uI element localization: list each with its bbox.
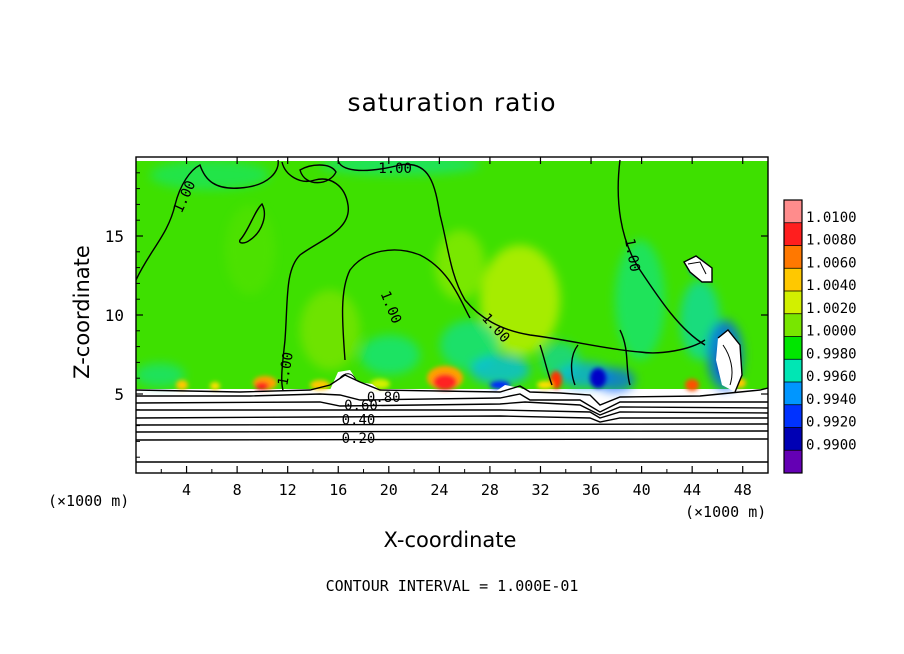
x-tick-label: 32 xyxy=(531,481,549,499)
heatmap-field xyxy=(136,157,768,473)
x-tick-label: 12 xyxy=(279,481,297,499)
svg-text:0.20: 0.20 xyxy=(342,431,376,447)
x-unit-label: (×1000 m) xyxy=(685,503,767,521)
x-tick-label: 48 xyxy=(734,481,752,499)
y-tick-label: 15 xyxy=(105,227,124,246)
colorbar-swatch xyxy=(784,359,802,383)
x-tick-label: 44 xyxy=(683,481,701,499)
colorbar-label: 0.9980 xyxy=(806,346,857,362)
colorbar-swatch xyxy=(784,336,802,360)
z-unit-label: (×1000 m) xyxy=(48,492,130,510)
x-tick-label: 20 xyxy=(380,481,398,499)
colorbar-label: 1.0040 xyxy=(806,278,857,294)
colorbar-label: 1.0060 xyxy=(806,255,857,271)
colorbar-swatch xyxy=(784,245,802,269)
contour-label: 1.00 xyxy=(621,237,643,273)
y-axis-label: Z-coordinate xyxy=(70,245,94,379)
colorbar-swatch xyxy=(784,450,802,474)
y-tick-label: 10 xyxy=(105,306,124,325)
contour-label: 1.00 xyxy=(378,161,412,177)
contour-labels: 1.001.001.001.001.001.000.800.600.400.20 xyxy=(171,161,643,447)
svg-text:0.60: 0.60 xyxy=(344,398,378,414)
x-tick-label: 4 xyxy=(182,481,191,499)
colorbar-swatch xyxy=(784,313,802,337)
svg-text:1.00: 1.00 xyxy=(621,237,643,273)
svg-text:1.00: 1.00 xyxy=(378,161,412,177)
x-tick-label: 24 xyxy=(430,481,448,499)
colorbar-label: 1.0080 xyxy=(806,233,857,249)
contour-label: 1.00 xyxy=(275,351,297,387)
contour-interval-note: CONTOUR INTERVAL = 1.000E-01 xyxy=(325,577,579,595)
svg-text:1.00: 1.00 xyxy=(275,351,297,387)
colorbar-swatch xyxy=(784,404,802,428)
x-tick-label: 36 xyxy=(582,481,600,499)
x-tick-label: 16 xyxy=(329,481,347,499)
contour-label: 0.20 xyxy=(342,431,376,447)
colorbar-swatch xyxy=(784,291,802,315)
svg-text:0.80: 0.80 xyxy=(367,390,401,406)
colorbar-swatch xyxy=(784,427,802,451)
colorbar-swatch xyxy=(784,382,802,406)
contour-label: 0.60 xyxy=(344,398,378,414)
colorbar-label: 0.9920 xyxy=(806,415,857,431)
colorbar-label: 0.9940 xyxy=(806,392,857,408)
x-axis-label: X-coordinate xyxy=(383,528,517,552)
colorbar-label: 1.0000 xyxy=(806,324,857,340)
colorbar-swatch xyxy=(784,268,802,292)
colorbar-label: 1.0100 xyxy=(806,210,857,226)
svg-text:0.40: 0.40 xyxy=(342,412,376,428)
x-tick-label: 40 xyxy=(633,481,651,499)
colorbar-label: 0.9900 xyxy=(806,437,857,453)
x-tick-label: 8 xyxy=(233,481,242,499)
colorbar-label: 1.0020 xyxy=(806,301,857,317)
colorbar-swatch xyxy=(784,222,802,246)
y-tick-label: 5 xyxy=(114,385,124,404)
colorbar: 1.0100 1.0080 1.0060 1.0040 1.0020 1.0000 0.99… xyxy=(783,199,857,474)
x-tick-label: 28 xyxy=(481,481,499,499)
contour-label: 0.40 xyxy=(342,412,376,428)
chart-title: saturation ratio xyxy=(347,88,557,117)
contour-label: 0.80 xyxy=(367,390,401,406)
colorbar-swatch xyxy=(784,200,802,224)
colorbar-label: 0.9960 xyxy=(806,369,857,385)
